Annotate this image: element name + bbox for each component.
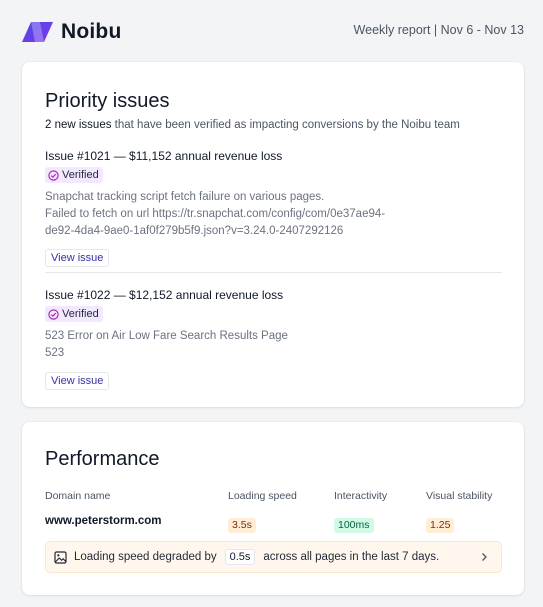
subtitle-rest: that have been verified as impacting con…	[111, 119, 460, 131]
verified-badge: Verified	[45, 306, 103, 322]
verified-badge: Verified	[45, 167, 103, 183]
issue-description: 523 Error on Air Low Fare Search Results…	[45, 328, 502, 362]
image-icon	[54, 550, 67, 564]
alert-prefix: Loading speed degraded by	[74, 551, 217, 563]
performance-title: Performance	[45, 448, 160, 470]
interactivity-value: 100ms	[334, 518, 374, 533]
issue-item: Issue #1022 — $12,152 annual revenue los…	[45, 286, 502, 390]
loading-speed-cell: 3.5s	[228, 515, 256, 533]
col-visual-stability: Visual stability	[426, 490, 493, 502]
priority-issues-title: Priority issues	[45, 90, 170, 112]
alert-value: 0.5s	[224, 549, 256, 565]
new-issues-count: 2 new issues	[45, 119, 112, 131]
verified-check-icon	[48, 169, 59, 181]
issue-desc-line: 523 Error on Air Low Fare Search Results…	[45, 329, 288, 342]
priority-issues-card: Priority issues 2 new issues that have b…	[22, 62, 524, 407]
view-issue-button[interactable]: View issue	[45, 371, 110, 390]
issue-item: Issue #1021 — $11,152 annual revenue los…	[45, 147, 502, 267]
issue-desc-line: 523	[45, 346, 65, 359]
issue-desc-line: de92-4da4-9ae0-1af0f279b5f9.json?v=3.24.…	[45, 224, 344, 237]
loading-speed-alert[interactable]: Loading speed degraded by 0.5s across all …	[45, 541, 502, 573]
brand-logo[interactable]: Noibu	[22, 20, 121, 44]
alert-message: Loading speed degraded by 0.5s across all …	[74, 549, 439, 565]
visual-stability-cell: 1.25	[426, 515, 455, 533]
visual-stability-value: 1.25	[426, 518, 455, 533]
interactivity-cell: 100ms	[334, 515, 374, 533]
verified-check-icon	[48, 308, 59, 320]
verified-label: Verified	[62, 169, 99, 181]
issue-title: Issue #1022 — $12,152 annual revenue los…	[45, 288, 284, 302]
col-interactivity: Interactivity	[334, 490, 388, 502]
issue-divider	[45, 272, 502, 273]
issue-desc-line: Snapchat tracking script fetch failure o…	[45, 190, 325, 203]
col-loading-speed: Loading speed	[228, 490, 297, 502]
header: Noibu Weekly report | Nov 6 - Nov 13	[0, 0, 543, 62]
view-issue-button[interactable]: View issue	[45, 248, 110, 267]
priority-subtitle: 2 new issues that have been verified as …	[45, 119, 460, 131]
domain-name: www.peterstorm.com	[45, 515, 162, 527]
issue-desc-line: Failed to fetch on url https://tr.snapch…	[45, 207, 386, 220]
noibu-logo-icon	[22, 22, 53, 42]
alert-suffix: across all pages in the last 7 days.	[263, 551, 440, 563]
performance-card: Performance Domain name Loading speed In…	[22, 422, 524, 595]
chevron-right-icon[interactable]	[479, 551, 489, 563]
issue-description: Snapchat tracking script fetch failure o…	[45, 189, 502, 240]
report-range: Weekly report | Nov 6 - Nov 13	[353, 23, 524, 37]
issue-title: Issue #1021 — $11,152 annual revenue los…	[45, 149, 283, 163]
brand-name: Noibu	[61, 20, 122, 43]
verified-label: Verified	[62, 308, 99, 320]
col-domain-name: Domain name	[45, 490, 111, 502]
loading-speed-value: 3.5s	[228, 518, 256, 533]
